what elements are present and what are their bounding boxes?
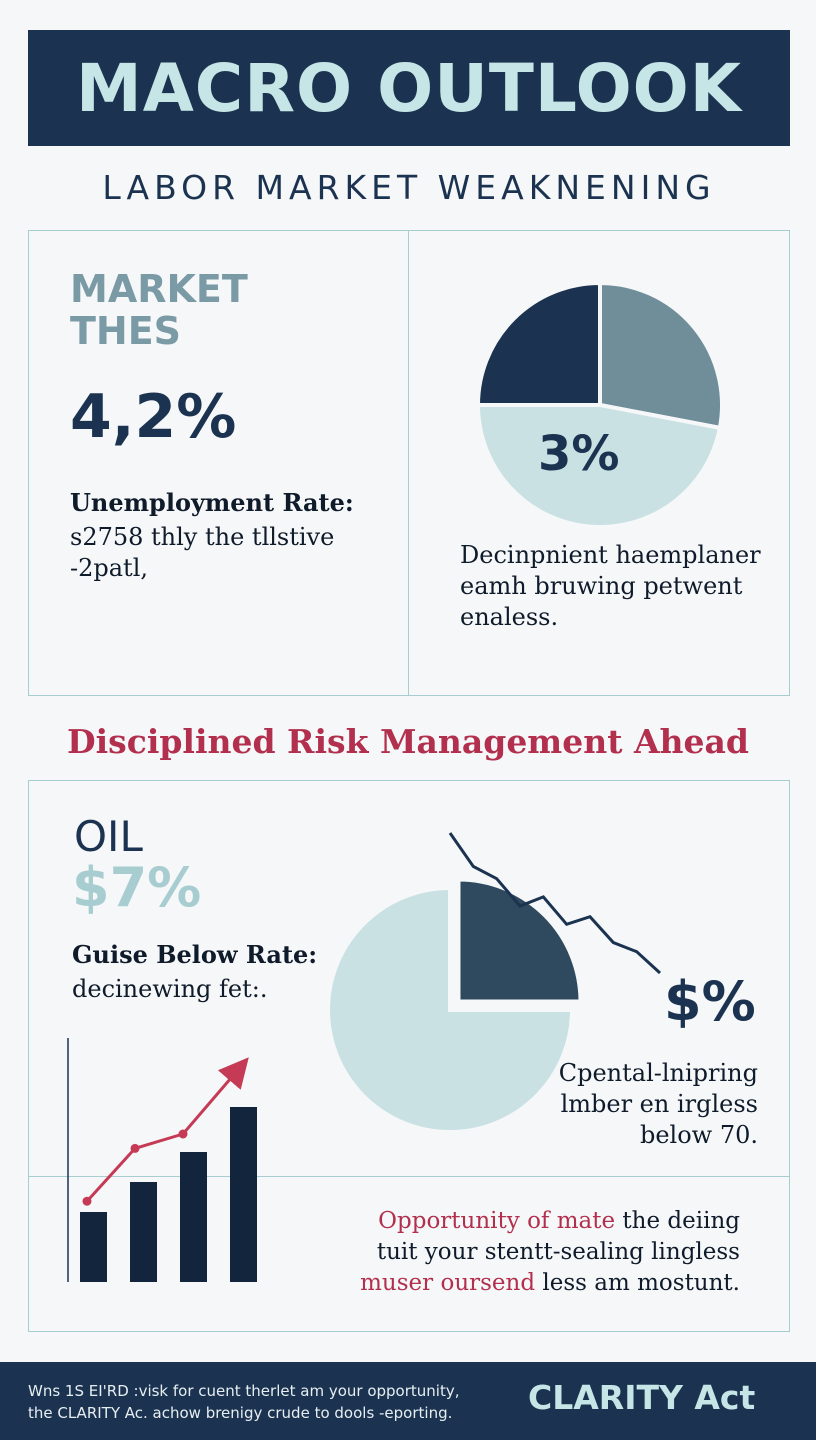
oil-pie-chart: [326, 880, 580, 1134]
labor-pie-slice-0: [475, 280, 602, 407]
labor-pie-description: Decinpnient haemplaner eamh bruwing petw…: [460, 540, 780, 633]
trend-point-1: [130, 1143, 140, 1153]
opportunity-line3-accent: muser oursend: [360, 1270, 536, 1296]
growth-bar-2: [180, 1152, 207, 1282]
unemployment-rate-value: 4,2%: [70, 382, 237, 452]
growth-bar-3: [230, 1107, 257, 1282]
page-subtitle: LABOR MARKET WEAKNENING: [102, 168, 716, 207]
footer-bar: [0, 1362, 816, 1440]
oil-description: Cpental-lnipring lmber en irgless below …: [520, 1058, 758, 1151]
page-title: MACRO OUTLOOK: [76, 49, 742, 127]
labor-panel-divider: [408, 230, 409, 696]
labor-pie-data-label: 3%: [538, 426, 620, 482]
opportunity-line1: Opportunity of mate the deiing: [360, 1206, 740, 1237]
growth-bar-0: [80, 1212, 107, 1282]
unemployment-rate-label: Unemployment Rate:: [70, 488, 354, 517]
trend-point-2: [178, 1129, 188, 1139]
market-themes-heading: MARKET THES: [70, 268, 370, 352]
oil-description-line3: below 70.: [639, 1121, 758, 1149]
unemployment-note-line2: -2patl,: [70, 554, 148, 582]
footer-line1: Wns 1S EI'RD :visk for cuent therlet am …: [28, 1382, 460, 1400]
labor-panel: [28, 230, 790, 696]
risk-headline: Disciplined Risk Management Ahead: [67, 722, 749, 761]
opportunity-line3-rest: less am mostunt.: [535, 1270, 740, 1296]
growth-bar-chart: [67, 1038, 257, 1282]
unemployment-note-line1: s2758 thly the tllstive: [70, 523, 335, 551]
oil-decline-line-chart: [448, 832, 662, 975]
opportunity-line1-rest: the deiing: [615, 1208, 740, 1234]
bar-trend-line: [85, 1057, 249, 1203]
trend-point-0: [82, 1196, 92, 1206]
market-themes-line2: THES: [70, 309, 182, 353]
labor-pie-description-line2: eamh bruwing petwent: [460, 572, 743, 600]
growth-bar-1: [130, 1182, 157, 1282]
oil-description-line2: lmber en irgless: [560, 1090, 758, 1118]
title-banner: MACRO OUTLOOK: [28, 30, 790, 146]
oil-description-line1: Cpental-lnipring: [558, 1059, 758, 1087]
footer-text: Wns 1S EI'RD :visk for cuent therlet am …: [28, 1380, 508, 1424]
oil-title: OIL: [74, 812, 143, 861]
opportunity-line1-accent: Opportunity of mate: [378, 1208, 616, 1234]
labor-pie-slice-1: [598, 280, 724, 431]
oil-pie-slice-1: [326, 885, 575, 1134]
oil-panel: [28, 780, 790, 1332]
oil-panel-divider: [28, 1176, 790, 1177]
oil-rate-note: decinewing fet:.: [72, 975, 268, 1003]
labor-pie-description-line1: Decinpnient haemplaner: [460, 541, 761, 569]
market-themes-line1: MARKET: [70, 267, 248, 311]
brand-logo-text: CLARITY Act: [528, 1378, 756, 1417]
decline-series-line: [448, 832, 662, 975]
oil-rate-label: Guise Below Rate:: [72, 940, 318, 969]
labor-pie-description-line3: enaless.: [460, 603, 559, 631]
oil-price-mark: $%: [664, 970, 756, 1033]
labor-pie-chart: 3%: [475, 280, 724, 529]
oil-pie-slice-0: [456, 880, 580, 1004]
oil-value: $7%: [72, 856, 202, 919]
opportunity-line2: tuit your stentt-sealing lingless: [376, 1239, 740, 1265]
opportunity-line3: muser oursend less am mostunt.: [360, 1268, 740, 1299]
labor-pie-slice-2: [475, 403, 723, 529]
unemployment-rate-note: s2758 thly the tllstive -2patl,: [70, 522, 390, 584]
footer-line2: the CLARITY Ac. achow brenigy crude to d…: [28, 1404, 453, 1422]
opportunity-text: Opportunity of mate the deiing tuit your…: [360, 1206, 740, 1299]
